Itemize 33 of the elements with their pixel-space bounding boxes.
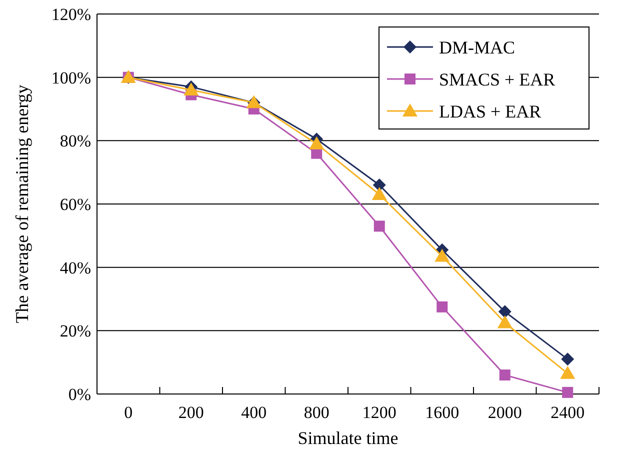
point [434, 248, 450, 262]
x-tick-label: 0 [124, 403, 133, 422]
y-tick-label: 40% [60, 258, 91, 278]
y-tick-label: 0% [68, 384, 91, 404]
point [562, 386, 574, 398]
x-tick-label: 2000 [488, 403, 522, 422]
point [374, 220, 385, 232]
point [372, 187, 387, 200]
point [499, 370, 510, 380]
x-tick-label: 200 [178, 403, 204, 422]
y-axis-title: The average of remaining energy [12, 84, 32, 324]
y-tick-label: 60% [60, 194, 91, 214]
point [561, 352, 574, 366]
x-axis-title: Simulate time [298, 428, 398, 448]
legend-label: DM-MAC [439, 37, 516, 58]
x-tick-label: 1200 [362, 403, 396, 422]
point [372, 178, 386, 192]
legend-label: SMACS + EAR [439, 69, 556, 90]
x-tick-label: 400 [241, 403, 267, 422]
point [309, 136, 324, 150]
point [560, 366, 576, 379]
x-tick-label: 1600 [425, 403, 460, 422]
point [184, 82, 199, 96]
y-tick-label: 120% [51, 4, 91, 24]
legend-label: LDAS + EAR [439, 101, 542, 122]
point [498, 305, 512, 318]
y-tick-label: 80% [60, 132, 91, 151]
y-tick-label: 20% [60, 322, 91, 341]
y-tick-label: 100% [51, 68, 91, 88]
point [497, 315, 512, 328]
x-tick-label: 2400 [550, 403, 585, 422]
point [436, 301, 448, 312]
x-tick-label: 800 [304, 403, 330, 422]
